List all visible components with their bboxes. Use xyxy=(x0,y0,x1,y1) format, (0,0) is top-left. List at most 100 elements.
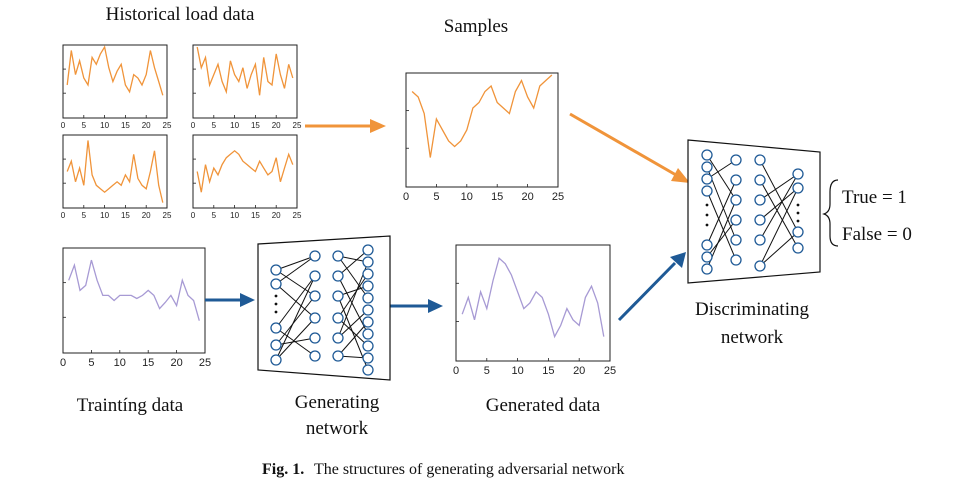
neuron-node xyxy=(730,194,742,206)
arrow-training-to-generator xyxy=(205,293,255,307)
neuron-node xyxy=(701,173,713,185)
historical-1-series-line xyxy=(66,45,164,96)
x-tick-label: 0 xyxy=(60,357,66,369)
discriminating-network-label-line1: Discriminating xyxy=(695,299,809,320)
x-tick-label: 5 xyxy=(433,191,439,203)
network-connection xyxy=(275,255,316,285)
network-connection xyxy=(759,159,799,233)
neuron-node xyxy=(332,290,344,302)
network-connection xyxy=(275,295,316,346)
generated-data-label: Generated data xyxy=(486,395,601,416)
neuron-node xyxy=(701,149,713,161)
historical-3-chart: 0 5 10 15 20 25 xyxy=(61,134,172,220)
training-chart: 0 5 10 15 20 25 xyxy=(60,247,211,369)
historical-4-chart: 0 5 10 15 20 25 xyxy=(191,134,302,220)
neuron-node xyxy=(270,339,282,351)
neuron-node xyxy=(309,290,321,302)
network-connection xyxy=(759,173,799,201)
ellipsis-dot xyxy=(705,213,709,217)
output-brace xyxy=(822,179,839,247)
neuron-node xyxy=(730,214,742,226)
neuron-node xyxy=(792,182,804,194)
x-tick-label: 25 xyxy=(293,211,302,220)
neuron-node xyxy=(332,332,344,344)
network-connection xyxy=(275,275,316,329)
x-tick-label: 0 xyxy=(191,211,196,220)
neuron-node xyxy=(362,280,374,292)
neuron-node xyxy=(362,328,374,340)
neuron-node xyxy=(362,244,374,256)
network-connection xyxy=(275,275,316,361)
x-tick-label: 5 xyxy=(484,365,490,377)
x-tick-label: 15 xyxy=(542,365,554,377)
ellipsis-dot xyxy=(274,302,278,306)
generating-network xyxy=(257,235,391,381)
caption-text: The structures of generating adversarial… xyxy=(314,461,625,478)
neuron-node xyxy=(362,256,374,268)
samples-label: Samples xyxy=(444,16,508,37)
x-tick-label: 20 xyxy=(272,211,281,220)
neuron-node xyxy=(701,263,713,275)
x-tick-label: 10 xyxy=(230,121,239,130)
historical-2-chart: 0 5 10 15 20 25 xyxy=(191,44,302,130)
generated-series-line xyxy=(461,257,605,339)
generated-chart: 0 5 10 15 20 25 xyxy=(453,244,616,377)
caption-prefix: Fig. 1. xyxy=(262,461,304,478)
neuron-node xyxy=(701,239,713,251)
neuron-node xyxy=(362,304,374,316)
network-connection xyxy=(337,273,369,319)
true-equals-1-label: True = 1 xyxy=(842,187,907,208)
network-connection xyxy=(706,190,737,261)
neuron-node xyxy=(754,194,766,206)
line-charts: 0 5 10 15 20 25 0 5 10 15 20 25 0 5 10 15 20 25 0 5 10 15 20 25… xyxy=(60,44,616,377)
x-tick-label: 20 xyxy=(521,191,533,203)
figure-caption: Fig. 1. The structures of generating adv… xyxy=(262,461,624,478)
arrow-generator-to-generated xyxy=(387,299,443,313)
neuron-node xyxy=(792,242,804,254)
neuron-node xyxy=(332,350,344,362)
arrow-generated-to-discriminator xyxy=(617,252,686,322)
neuron-node xyxy=(309,250,321,262)
false-equals-0-label: False = 0 xyxy=(842,224,912,245)
neuron-node xyxy=(730,154,742,166)
network-connection xyxy=(337,255,369,299)
x-tick-label: 10 xyxy=(461,191,473,203)
neuron-node xyxy=(362,364,374,376)
network-connection xyxy=(706,154,737,201)
network-connection xyxy=(337,317,369,347)
x-tick-label: 20 xyxy=(142,121,151,130)
network-connection xyxy=(759,231,799,267)
neuron-node xyxy=(792,168,804,180)
neuron-node xyxy=(309,350,321,362)
samples-chart: 0 5 10 15 20 25 xyxy=(403,72,564,203)
x-tick-label: 5 xyxy=(88,357,94,369)
x-tick-label: 20 xyxy=(272,121,281,130)
x-tick-label: 15 xyxy=(121,211,130,220)
neuron-node xyxy=(270,278,282,290)
network-connection xyxy=(706,159,737,180)
x-tick-label: 25 xyxy=(604,365,616,377)
x-tick-label: 10 xyxy=(511,365,523,377)
neuron-node xyxy=(754,214,766,226)
x-tick-label: 15 xyxy=(121,121,130,130)
x-tick-label: 10 xyxy=(114,357,126,369)
neuron-node xyxy=(362,268,374,280)
x-tick-label: 15 xyxy=(142,357,154,369)
neuron-node xyxy=(362,352,374,364)
neuron-node xyxy=(754,174,766,186)
arrow-historical-to-samples xyxy=(305,119,386,133)
ellipsis-dot xyxy=(796,211,800,215)
x-tick-label: 15 xyxy=(251,211,260,220)
neuron-node xyxy=(701,185,713,197)
historical-3-series-line xyxy=(66,140,164,203)
arrow-samples-to-discriminator xyxy=(569,112,690,183)
discriminating-network xyxy=(687,139,821,284)
neuron-node xyxy=(362,316,374,328)
neuron-node xyxy=(332,250,344,262)
chart-frame xyxy=(192,134,298,209)
generating-network-label-line2: network xyxy=(306,418,369,439)
x-tick-label: 10 xyxy=(230,211,239,220)
x-tick-label: 0 xyxy=(191,121,196,130)
network-connection xyxy=(275,317,316,361)
